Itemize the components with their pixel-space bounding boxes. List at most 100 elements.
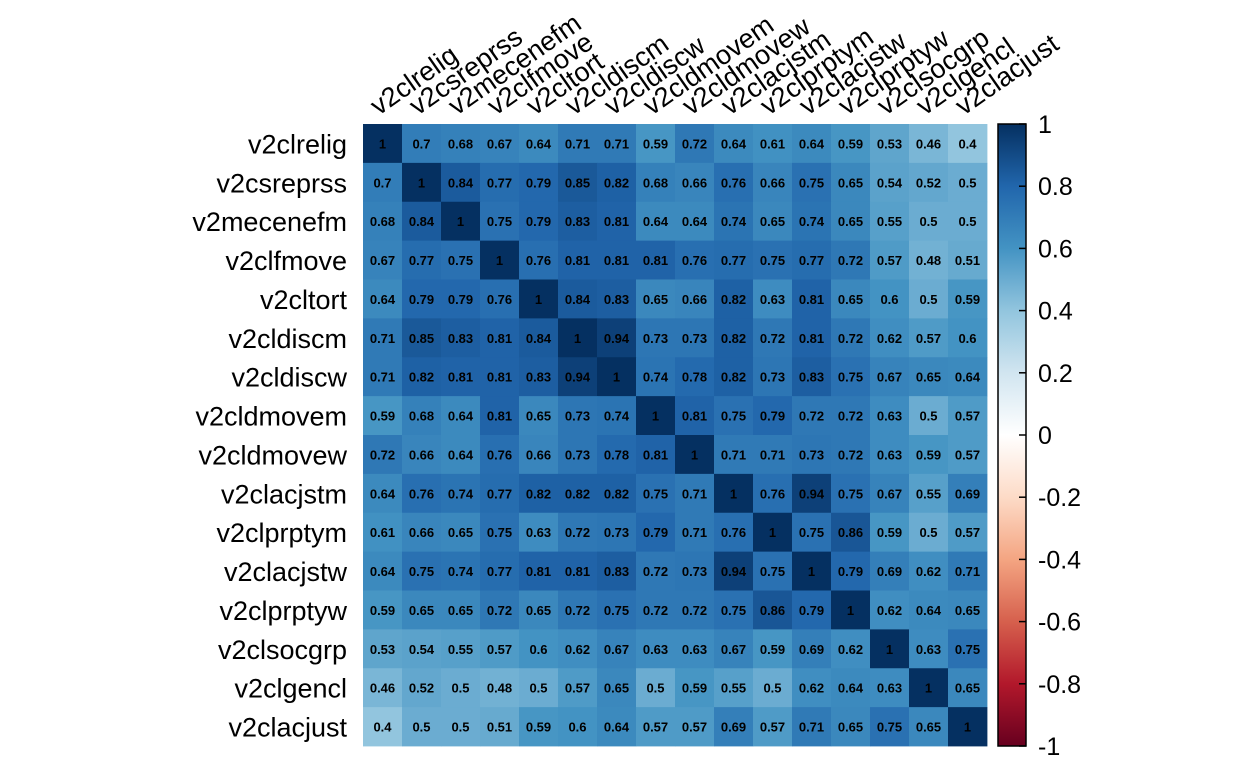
heatmap-cell	[948, 668, 988, 708]
cell-value-label: 0.72	[682, 136, 707, 151]
heatmap-cell	[792, 357, 832, 397]
cell-value-label: 0.72	[643, 564, 668, 579]
heatmap-cell	[714, 473, 754, 514]
heatmap-cell	[909, 279, 949, 319]
cell-value-label: 0.68	[370, 214, 395, 229]
cell-value-label: 0.72	[838, 447, 863, 462]
cell-value-label: 0.73	[682, 331, 707, 346]
cell-value-label: 0.75	[799, 525, 824, 540]
cell-value-label: 0.72	[565, 525, 590, 540]
cell-value-label: 0.81	[643, 253, 668, 268]
cell-value-label: 1	[886, 642, 893, 657]
heatmap-cell	[675, 629, 715, 669]
heatmap-cell	[753, 435, 793, 475]
cell-value-labels: 1 0.7 0.68 0.67 0.64 0.71 0.71 0.59 0.72 0.64 0.61…	[370, 136, 981, 734]
cell-value-label: 0.5	[412, 720, 430, 735]
heatmap-cell	[714, 201, 754, 242]
heatmap-cell	[519, 318, 559, 358]
heatmap-cell	[636, 201, 676, 242]
cell-value-label: 0.79	[448, 292, 473, 307]
heatmap-cell	[597, 318, 637, 358]
heatmap-cell	[909, 590, 949, 630]
heatmap-cell	[792, 279, 832, 319]
cell-value-label: 0.59	[838, 136, 863, 151]
cell-value-label: 0.5	[451, 720, 469, 735]
heatmap-cell	[870, 629, 910, 669]
cell-value-label: 0.61	[760, 136, 785, 151]
cell-value-label: 0.65	[838, 292, 863, 307]
cell-value-label: 0.72	[487, 603, 512, 618]
heatmap-cell	[675, 707, 715, 747]
heatmap-cell	[441, 473, 481, 514]
heatmap-cell	[870, 396, 910, 436]
heatmap-cell	[792, 551, 832, 591]
heatmap-cell	[831, 124, 871, 164]
heatmap-cell	[909, 473, 949, 514]
heatmap-cell	[597, 357, 637, 397]
heatmap-cell	[675, 240, 715, 280]
cell-value-label: 0.74	[604, 409, 630, 424]
cell-value-label: 0.6	[880, 292, 898, 307]
cell-value-label: 0.65	[448, 603, 473, 618]
cell-value-label: 0.77	[409, 253, 434, 268]
heatmap-cell	[636, 162, 676, 203]
cell-value-label: 0.73	[643, 331, 668, 346]
heatmap-cell	[870, 201, 910, 242]
heatmap-cell	[948, 124, 988, 164]
heatmap-cell	[831, 435, 871, 475]
cell-value-label: 0.69	[877, 564, 902, 579]
cell-value-label: 0.65	[760, 214, 785, 229]
heatmap-cell	[870, 435, 910, 475]
heatmap-cell	[519, 162, 559, 203]
cell-value-label: 0.72	[799, 409, 824, 424]
cell-value-label: 0.73	[604, 525, 629, 540]
cell-value-label: 0.7	[412, 136, 430, 151]
heatmap-cell	[948, 396, 988, 436]
heatmap-cell	[441, 590, 481, 630]
heatmap-cell	[441, 512, 481, 553]
cell-value-label: 0.75	[760, 564, 785, 579]
heatmap-cell	[597, 279, 637, 319]
cell-value-label: 0.66	[409, 525, 434, 540]
heatmap-cell	[558, 162, 598, 203]
heatmap-cell	[636, 707, 676, 747]
heatmap-cell	[636, 124, 676, 164]
cell-value-label: 0.59	[760, 642, 785, 657]
heatmap-cell	[948, 512, 988, 553]
heatmap-cell	[558, 201, 598, 242]
heatmap-cell	[909, 707, 949, 747]
cell-value-label: 0.76	[409, 486, 434, 501]
cell-value-label: 0.82	[565, 486, 590, 501]
heatmap-cell	[363, 629, 403, 669]
cell-value-label: 0.83	[604, 292, 629, 307]
cell-value-label: 1	[496, 253, 503, 268]
heatmap-cell	[441, 201, 481, 242]
heatmap-cell	[402, 551, 442, 591]
heatmap-cell	[636, 396, 676, 436]
cell-value-label: 0.57	[877, 253, 902, 268]
heatmap-cell	[519, 473, 559, 514]
cell-value-label: 0.64	[370, 292, 396, 307]
cell-value-label: 0.68	[448, 136, 473, 151]
heatmap-cell	[558, 435, 598, 475]
cell-value-label: 0.72	[838, 253, 863, 268]
heatmap-cell	[558, 396, 598, 436]
heatmap-cell	[402, 512, 442, 553]
heatmap-cell	[558, 124, 598, 164]
cell-value-label: 0.59	[370, 409, 395, 424]
heatmap-cell	[519, 279, 559, 319]
cell-value-label: 1	[730, 486, 737, 501]
colorbar: 1 0.8 0.6 0.4 0.2 0 -0.2 -0.4 -0.6 -0.8 -1	[997, 111, 1081, 761]
cell-value-label: 0.65	[448, 525, 473, 540]
cell-value-label: 0.65	[838, 720, 863, 735]
cell-value-label: 0.48	[916, 253, 941, 268]
heatmap-cell	[753, 240, 793, 280]
heatmap-cell	[714, 629, 754, 669]
heatmap-cell	[597, 551, 637, 591]
cell-value-label: 0.62	[877, 603, 902, 618]
cell-value-label: 0.71	[682, 525, 707, 540]
heatmap-cell	[948, 435, 988, 475]
heatmap-cell	[402, 435, 442, 475]
cell-value-label: 1	[808, 564, 815, 579]
heatmap-cell	[402, 590, 442, 630]
